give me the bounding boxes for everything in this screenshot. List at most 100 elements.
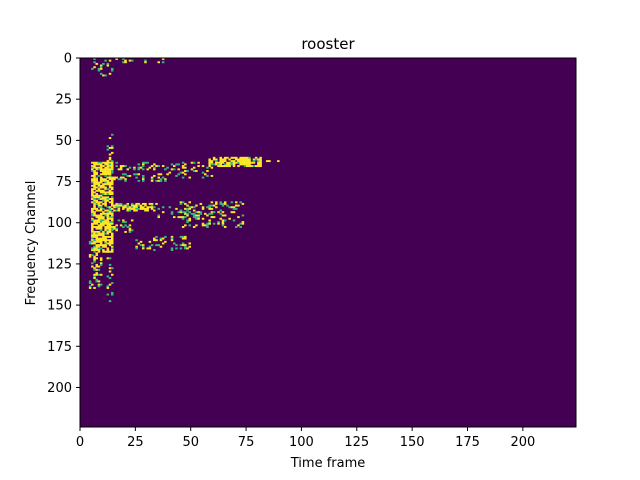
heatmap-cell <box>104 174 107 177</box>
heatmap-cell <box>91 166 94 169</box>
active-region-8 <box>168 170 214 179</box>
heatmap-cell <box>128 59 132 62</box>
active-region-11 <box>179 201 245 228</box>
heatmap-cell <box>108 229 112 232</box>
heatmap-cell <box>175 207 178 210</box>
heatmap-cell <box>181 217 185 220</box>
heatmap-cell <box>153 166 156 169</box>
heatmap-cell <box>111 242 114 245</box>
heatmap-cell <box>106 217 110 220</box>
heatmap-cell <box>97 234 101 237</box>
heatmap-cell <box>117 204 121 207</box>
heatmap-cell <box>97 247 101 250</box>
heatmap-cell <box>126 204 130 207</box>
heatmap-cell <box>219 209 223 212</box>
heatmap-cell <box>93 255 96 258</box>
heatmap-cell <box>97 204 101 207</box>
heatmap-cell <box>166 166 169 169</box>
heatmap-cell <box>108 263 112 266</box>
heatmap-cell <box>197 214 200 217</box>
heatmap-cell <box>144 209 147 212</box>
plot-frame <box>79 57 577 428</box>
heatmap-cell <box>111 232 114 235</box>
heatmap-cell <box>217 163 220 166</box>
heatmap-cell <box>99 161 103 164</box>
heatmap-cell <box>237 158 240 161</box>
heatmap-cell <box>230 201 234 204</box>
heatmap-cell <box>115 224 118 227</box>
heatmap-cell <box>243 156 247 159</box>
x-tick-label: 175 <box>455 435 480 450</box>
heatmap-cell <box>139 204 143 207</box>
heatmap-cell <box>91 189 94 192</box>
heatmap-cell <box>97 230 101 233</box>
heatmap-cell <box>97 216 101 219</box>
heatmap-cell <box>111 227 114 230</box>
active-region-14 <box>88 239 103 289</box>
heatmap-cell <box>102 74 105 77</box>
heatmap-cell <box>117 202 121 205</box>
active-region-12 <box>113 219 134 233</box>
heatmap-cell <box>93 201 96 204</box>
heatmap-cell <box>177 173 180 176</box>
heatmap-cell <box>201 176 205 179</box>
y-axis: 0 25 50 75 100 125 150 175 200 <box>47 52 80 396</box>
heatmap-cell <box>146 168 149 171</box>
heatmap-cell <box>128 166 132 169</box>
heatmap-cell <box>257 165 260 168</box>
heatmap-cell <box>212 158 216 161</box>
heatmap-cell <box>119 202 123 205</box>
heatmap-cell <box>217 221 220 224</box>
heatmap-cell <box>106 250 110 253</box>
heatmap-cell <box>137 204 141 207</box>
heatmap-cell <box>235 156 238 159</box>
heatmap-cell <box>179 235 183 238</box>
heatmap-cell <box>181 216 185 219</box>
heatmap-cell <box>106 183 110 186</box>
heatmap-cell <box>215 163 218 166</box>
heatmap-cell <box>95 239 99 242</box>
heatmap-cell <box>188 207 192 210</box>
heatmap-cell <box>102 178 105 181</box>
heatmap-cell <box>99 206 103 209</box>
heatmap-cell <box>150 207 154 210</box>
heatmap-cell <box>102 245 105 248</box>
heatmap-cell <box>95 227 99 230</box>
heatmap-cell <box>117 168 121 171</box>
heatmap-cell <box>108 146 112 149</box>
heatmap-cell <box>111 145 114 148</box>
active-region-13 <box>135 235 192 252</box>
heatmap-cell <box>159 178 163 181</box>
heatmap-cell <box>111 165 114 168</box>
heatmap-cell <box>142 247 145 250</box>
heatmap-cell <box>93 198 96 200</box>
heatmap-cell <box>106 219 110 222</box>
heatmap-cell <box>239 160 242 163</box>
heatmap-cell <box>102 237 105 240</box>
heatmap-cell <box>124 179 127 182</box>
heatmap-cell <box>195 214 198 217</box>
heatmap-cell <box>111 161 114 164</box>
heatmap-cell <box>254 156 258 159</box>
heatmap-cell <box>146 161 149 164</box>
heatmap-cell <box>137 173 141 176</box>
heatmap-cell <box>186 170 189 172</box>
heatmap-cell <box>95 235 99 238</box>
heatmap-cell <box>188 176 192 179</box>
chart-title: rooster <box>301 35 355 53</box>
heatmap-cell <box>95 216 99 219</box>
heatmap-cell <box>99 234 103 237</box>
heatmap-cell <box>223 202 227 205</box>
heatmap-cell <box>113 209 116 212</box>
heatmap-cell <box>157 244 161 247</box>
heatmap-cell <box>95 244 99 247</box>
heatmap-cell <box>146 206 149 209</box>
heatmap-cell <box>186 204 189 207</box>
heatmap-cell <box>219 212 223 215</box>
heatmap-cell <box>135 209 138 212</box>
heatmap-cell <box>97 214 101 217</box>
heatmap-cell <box>91 227 94 230</box>
heatmap-cell <box>142 161 145 164</box>
heatmap-cell <box>104 170 107 172</box>
heatmap-cell <box>102 193 105 196</box>
